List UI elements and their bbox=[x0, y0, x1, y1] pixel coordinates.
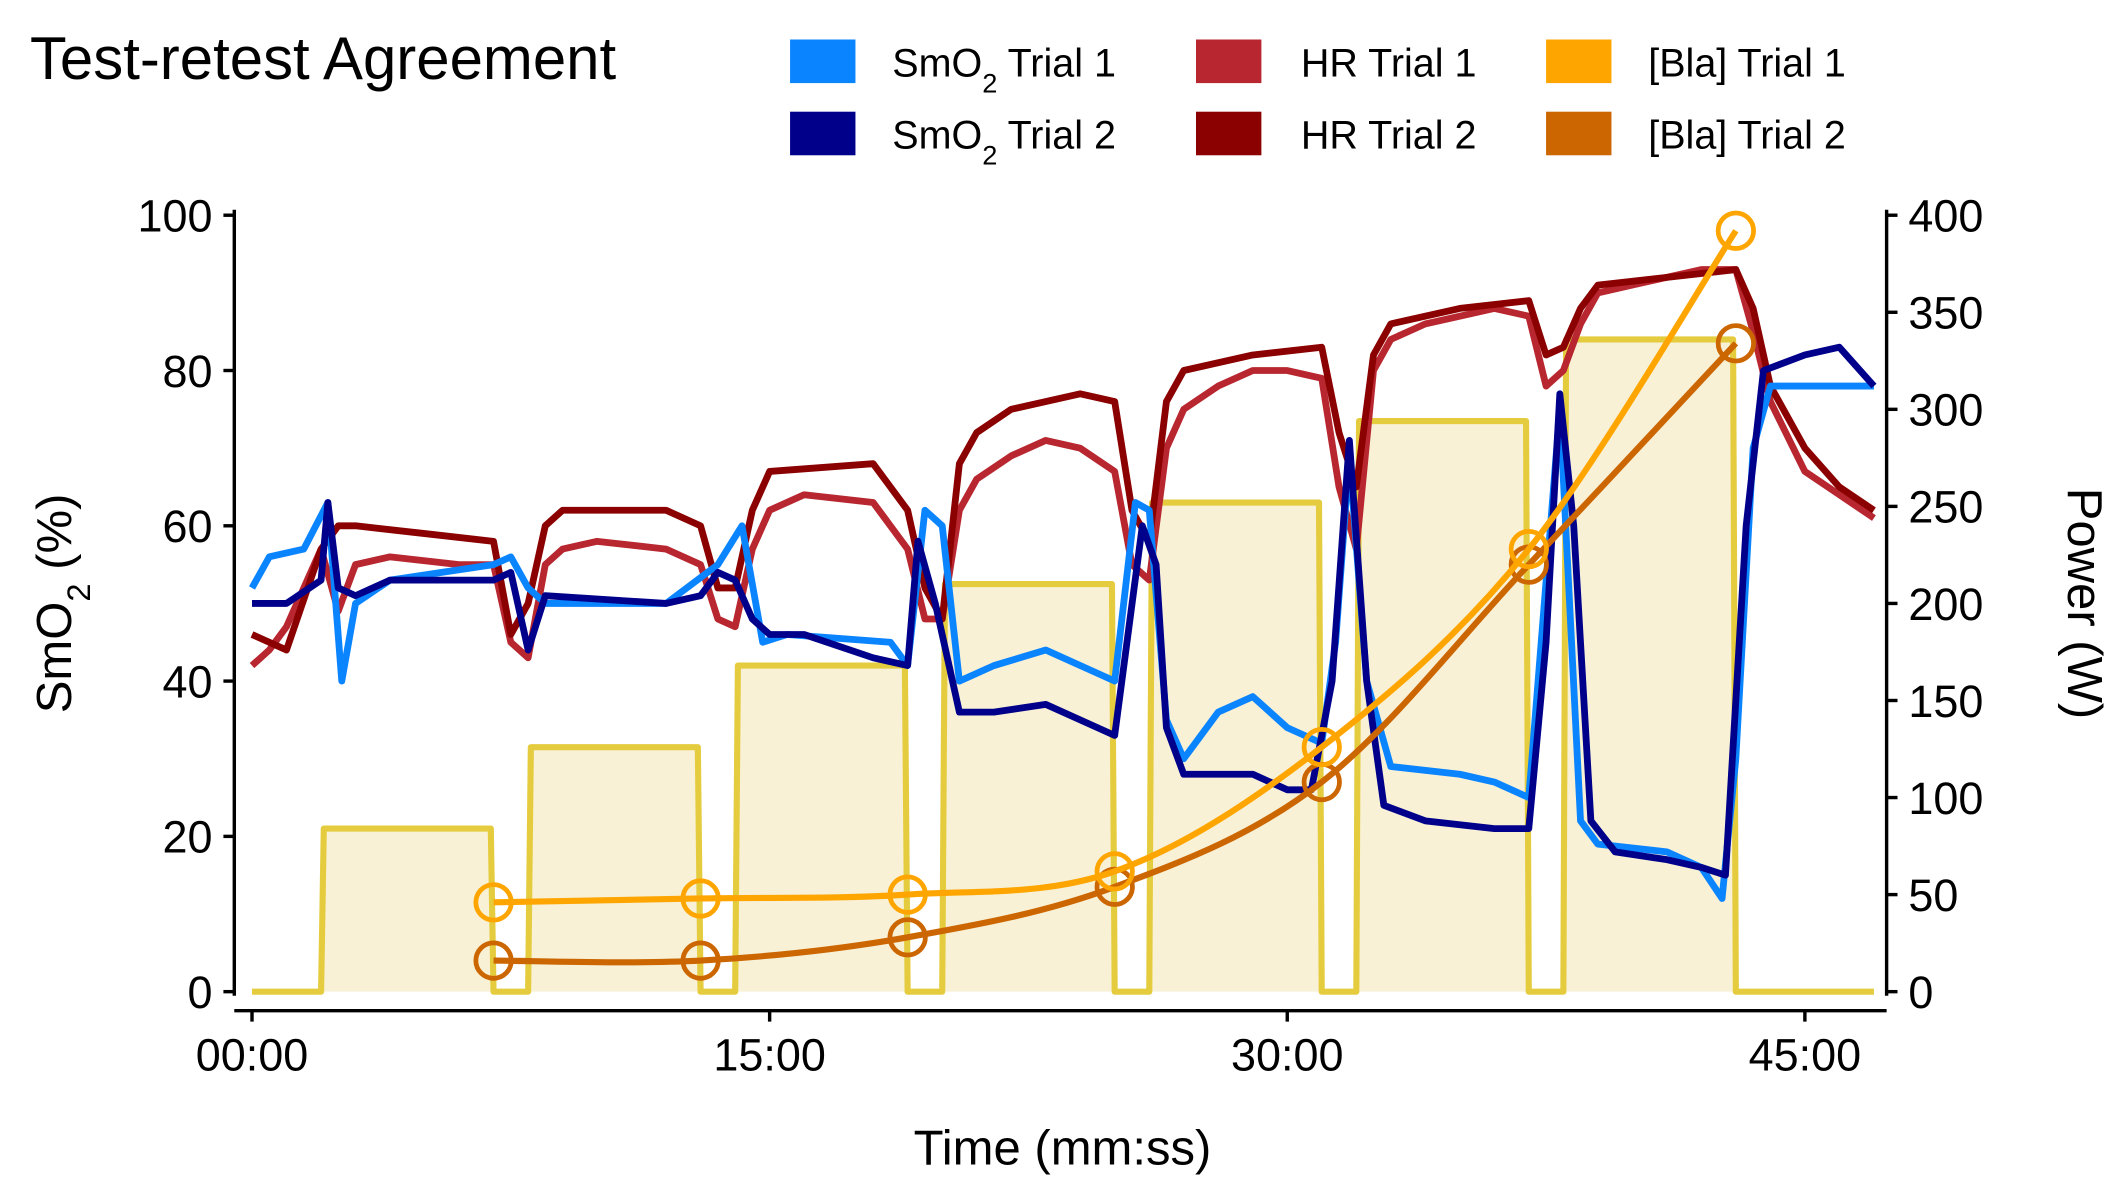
x-tick-label: 15:00 bbox=[713, 1030, 825, 1081]
bla_t1-point bbox=[1715, 210, 1756, 251]
legend: SmO2 Trial 1 SmO2 Trial 2 HR Trial 1 HR Tri… bbox=[790, 39, 1846, 170]
y-tick-label-left: 60 bbox=[163, 501, 213, 552]
legend-swatch-smo2_t1 bbox=[790, 39, 856, 84]
x-tick-label: 45:00 bbox=[1749, 1030, 1861, 1081]
legend-label-bla_t2: [Bla] Trial 2 bbox=[1648, 113, 1846, 157]
x-tick-label: 30:00 bbox=[1231, 1030, 1343, 1081]
bla_t1-point bbox=[887, 874, 928, 915]
power-line bbox=[252, 336, 1874, 995]
bla_t1-point bbox=[1094, 851, 1135, 892]
legend-swatch-hr_t1 bbox=[1195, 39, 1262, 84]
y-tick-label-left: 0 bbox=[188, 967, 213, 1018]
legend-label-smo2_t2: SmO2 Trial 2 bbox=[892, 113, 1116, 170]
smo2_t1-line bbox=[249, 382, 1874, 902]
hr_t2-line bbox=[250, 266, 1876, 654]
y-tick-label-left: 20 bbox=[163, 812, 213, 863]
series-lines bbox=[249, 210, 1877, 981]
y-tick-label-right: 200 bbox=[1908, 579, 1983, 630]
bla_t2-point bbox=[887, 917, 928, 958]
y-axis-left-title: SmO2 (%) bbox=[28, 494, 97, 714]
x-axis-title: Time (mm:ss) bbox=[914, 1122, 1212, 1176]
legend-label-smo2_t1: SmO2 Trial 1 bbox=[892, 41, 1116, 98]
axes: 0 20 40 60 80 100 0 50 100 150 200 250 300 350 400 00:0… bbox=[138, 191, 1984, 1081]
bla_t2-curve bbox=[493, 341, 1739, 966]
y-tick-label-right: 350 bbox=[1908, 288, 1983, 339]
legend-swatch-smo2_t2 bbox=[790, 111, 856, 156]
y-tick-label-right: 300 bbox=[1908, 385, 1983, 436]
bla_t1-curve bbox=[493, 229, 1739, 906]
smo2_t2-line bbox=[252, 343, 1877, 879]
y-tick-label-right: 150 bbox=[1908, 676, 1983, 727]
power-area bbox=[252, 336, 1874, 995]
bla_t2-point bbox=[473, 940, 514, 981]
x-tick-label: 00:00 bbox=[196, 1030, 308, 1081]
y-tick-label-right: 50 bbox=[1908, 870, 1958, 921]
legend-label-hr_t2: HR Trial 2 bbox=[1301, 113, 1477, 157]
power-fill bbox=[252, 339, 1874, 992]
legend-label-hr_t1: HR Trial 1 bbox=[1301, 41, 1477, 85]
chart-title: Test-retest Agreement bbox=[30, 25, 617, 92]
bla_t1-point bbox=[1508, 528, 1549, 570]
bla_t1-point bbox=[1301, 726, 1342, 768]
legend-swatch-hr_t2 bbox=[1195, 111, 1262, 156]
legend-label-bla_t1: [Bla] Trial 1 bbox=[1648, 41, 1846, 85]
y-tick-label-left: 100 bbox=[138, 191, 213, 242]
y-tick-label-right: 0 bbox=[1908, 967, 1933, 1018]
y-tick-label-right: 250 bbox=[1908, 482, 1983, 533]
bla_t1-point bbox=[680, 878, 721, 919]
hr_t1-line bbox=[249, 266, 1876, 669]
y-axis-right-title: Power (W) bbox=[2057, 488, 2111, 719]
legend-swatch-bla_t1 bbox=[1546, 39, 1612, 84]
y-tick-label-right: 100 bbox=[1908, 773, 1983, 824]
y-tick-label-right: 400 bbox=[1908, 191, 1983, 242]
legend-swatch-bla_t2 bbox=[1546, 111, 1612, 156]
bla_t2-point bbox=[680, 940, 721, 981]
y-tick-label-left: 80 bbox=[163, 346, 213, 397]
y-tick-label-left: 40 bbox=[163, 656, 213, 707]
bla_t2-point bbox=[1715, 323, 1756, 364]
bla_t1-point bbox=[473, 882, 514, 923]
